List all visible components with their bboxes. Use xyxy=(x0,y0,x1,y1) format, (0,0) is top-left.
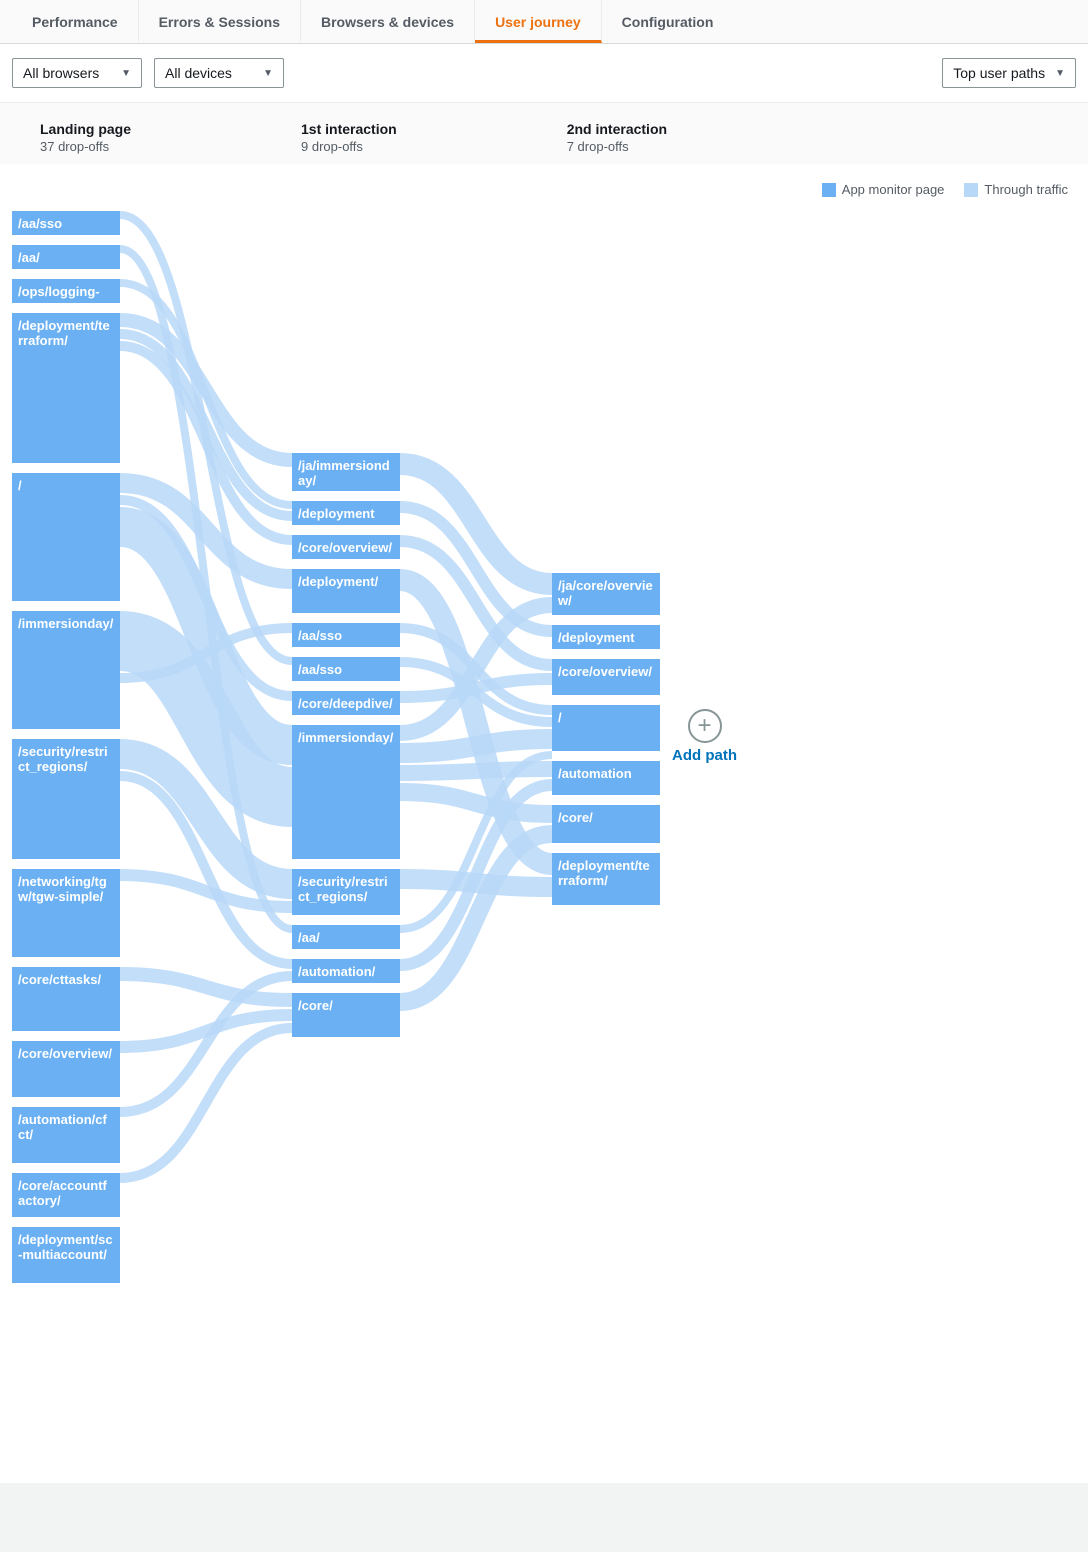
sankey-node[interactable]: /core/overview/ xyxy=(292,535,400,559)
add-path-label: Add path xyxy=(672,747,737,764)
devices-select[interactable]: All devices ▼ xyxy=(154,58,284,88)
sankey-node[interactable]: /deployment/terraform/ xyxy=(552,853,660,905)
sankey-node[interactable]: /core/overview/ xyxy=(12,1041,120,1097)
tab-config[interactable]: Configuration xyxy=(602,0,734,43)
tab-errors[interactable]: Errors & Sessions xyxy=(139,0,301,43)
chevron-down-icon: ▼ xyxy=(1055,68,1065,79)
filters-row: All browsers ▼ All devices ▼ Top user pa… xyxy=(0,44,1088,103)
legend-app-monitor: App monitor page xyxy=(822,182,945,197)
legend-through-traffic: Through traffic xyxy=(964,182,1068,197)
column-header-title: 1st interaction xyxy=(301,121,397,137)
sankey-node[interactable]: /immersionday/ xyxy=(292,725,400,859)
column-header-1: 1st interaction 9 drop-offs xyxy=(301,121,397,154)
column-header-subtitle: 37 drop-offs xyxy=(40,139,131,154)
sankey-node[interactable]: /aa/sso xyxy=(12,211,120,235)
column-header-title: Landing page xyxy=(40,121,131,137)
sankey-node[interactable]: /aa/ xyxy=(292,925,400,949)
sankey-node[interactable]: /networking/tgw/tgw-simple/ xyxy=(12,869,120,957)
legend-swatch-through xyxy=(964,183,978,197)
sankey-node[interactable]: /aa/ xyxy=(12,245,120,269)
sankey-node[interactable]: /deployment xyxy=(552,625,660,649)
column-headers: Landing page 37 drop-offs 1st interaction 9… xyxy=(0,103,1088,164)
chevron-down-icon: ▼ xyxy=(263,68,273,79)
sankey-link xyxy=(400,739,552,753)
sankey-node[interactable]: /core/ xyxy=(552,805,660,843)
column-header-0: Landing page 37 drop-offs xyxy=(40,121,131,154)
sankey-node[interactable]: /deployment/sc-multiaccount/ xyxy=(12,1227,120,1283)
tab-performance[interactable]: Performance xyxy=(12,0,139,43)
chevron-down-icon: ▼ xyxy=(121,68,131,79)
sankey-node[interactable]: /core/deepdive/ xyxy=(292,691,400,715)
tab-browsers[interactable]: Browsers & devices xyxy=(301,0,475,43)
sankey-node[interactable]: /core/ xyxy=(292,993,400,1037)
sankey-node[interactable]: /automation/ xyxy=(292,959,400,983)
sankey-node[interactable]: /aa/sso xyxy=(292,623,400,647)
devices-select-label: All devices xyxy=(165,65,232,81)
sankey-node[interactable]: /deployment/terraform/ xyxy=(12,313,120,463)
sankey-node[interactable]: /deployment xyxy=(292,501,400,525)
sankey-link xyxy=(400,769,552,773)
sankey-node[interactable]: /ja/immersionday/ xyxy=(292,453,400,491)
sankey-node[interactable]: / xyxy=(552,705,660,751)
sankey-canvas: /aa/sso/aa/ /ops/logging- /deployment/terr… xyxy=(12,211,992,1471)
sankey-node[interactable]: /automation xyxy=(552,761,660,795)
sankey-node[interactable]: /aa/sso xyxy=(292,657,400,681)
sankey-node[interactable]: /immersionday/ xyxy=(12,611,120,729)
column-header-2: 2nd interaction 7 drop-offs xyxy=(567,121,667,154)
legend-swatch-app xyxy=(822,183,836,197)
sankey-node[interactable]: /automation/cfct/ xyxy=(12,1107,120,1163)
plus-icon: + xyxy=(688,709,722,743)
sankey-node[interactable]: / xyxy=(12,473,120,601)
sankey-node[interactable]: /security/restrict_regions/ xyxy=(292,869,400,915)
sankey-panel: App monitor page Through traffic /aa/sso… xyxy=(0,164,1088,1483)
browsers-select[interactable]: All browsers ▼ xyxy=(12,58,142,88)
sankey-node[interactable]: /ops/logging- xyxy=(12,279,120,303)
paths-select-label: Top user paths xyxy=(953,65,1045,81)
sankey-node[interactable]: /deployment/ xyxy=(292,569,400,613)
sankey-node[interactable]: /ja/core/overview/ xyxy=(552,573,660,615)
tab-journey[interactable]: User journey xyxy=(475,0,602,43)
browsers-select-label: All browsers xyxy=(23,65,99,81)
column-header-title: 2nd interaction xyxy=(567,121,667,137)
column-header-subtitle: 9 drop-offs xyxy=(301,139,397,154)
sankey-node[interactable]: /security/restrict_regions/ xyxy=(12,739,120,859)
column-header-subtitle: 7 drop-offs xyxy=(567,139,667,154)
add-path-button[interactable]: + Add path xyxy=(672,709,737,764)
legend-through-label: Through traffic xyxy=(984,182,1068,197)
legend: App monitor page Through traffic xyxy=(12,176,1076,211)
sankey-links xyxy=(12,211,992,1471)
sankey-node[interactable]: /core/overview/ xyxy=(552,659,660,695)
legend-app-label: App monitor page xyxy=(842,182,945,197)
sankey-node[interactable]: /core/cttasks/ xyxy=(12,967,120,1031)
tabs-bar: PerformanceErrors & SessionsBrowsers & d… xyxy=(0,0,1088,44)
paths-select[interactable]: Top user paths ▼ xyxy=(942,58,1076,88)
sankey-node[interactable]: /core/accountfactory/ xyxy=(12,1173,120,1217)
